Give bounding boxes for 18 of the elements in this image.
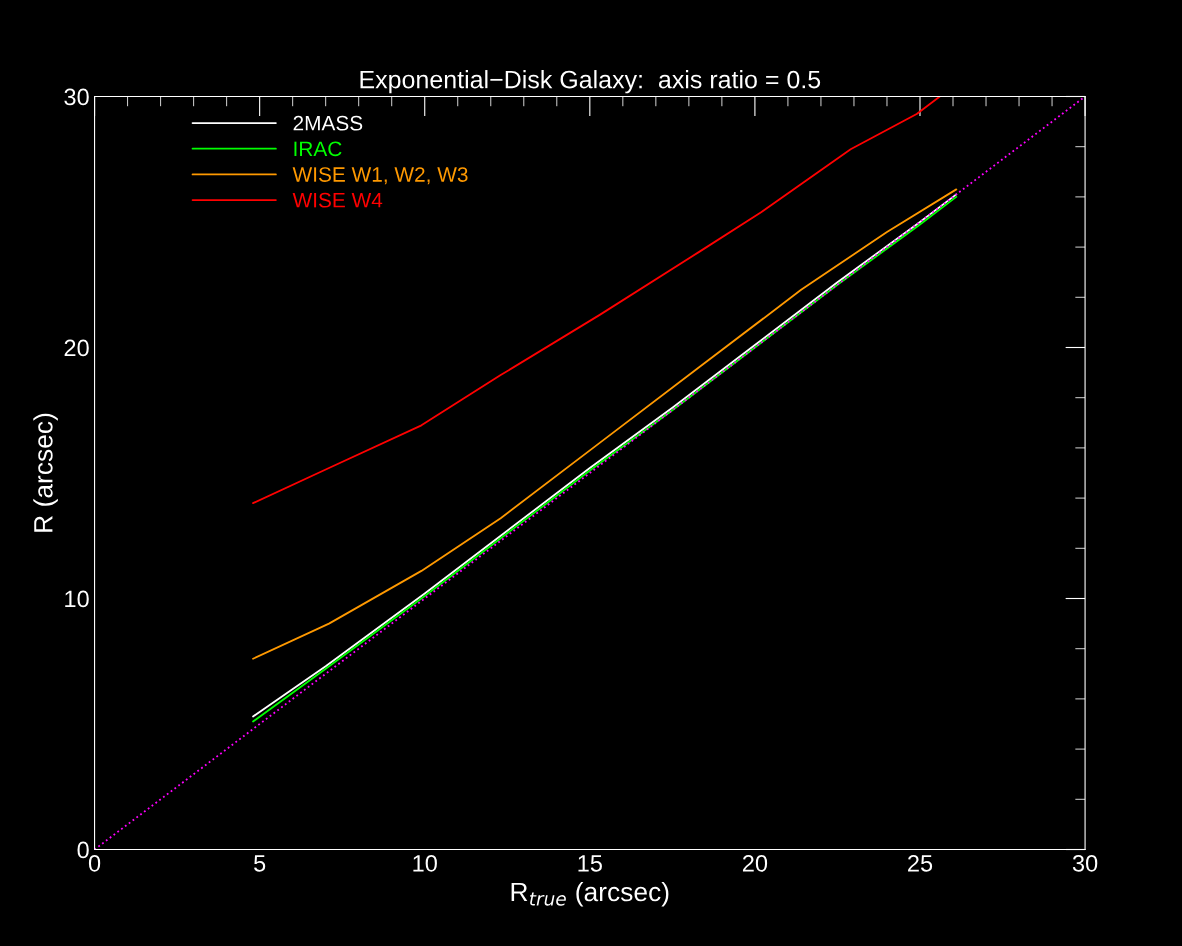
x-tick-label: 0 [88, 854, 101, 872]
x-tick-label: 15 [578, 855, 602, 872]
x-tick-label: 25 [908, 854, 933, 872]
y-tick-label: 0 [77, 841, 89, 859]
y-tick-label: 30 [64, 88, 89, 106]
y-tick-label: 10 [65, 590, 89, 608]
legend-label: WISE W1, W2, W3 [292, 167, 468, 185]
legend-label: IRAC [294, 141, 342, 157]
x-axis-title: R$_{true}$ (arcsec) [511, 881, 669, 907]
chart-title: Exponential−Disk Galaxy: axis ratio = 0.5 [360, 70, 821, 94]
legend-label: 2MASS [293, 115, 363, 131]
x-tick-label: 30 [1072, 854, 1098, 872]
y-axis-title: R (arcsec) [33, 413, 58, 532]
legend-label: WISE W4 [292, 192, 383, 208]
x-tick-label: 20 [742, 854, 768, 872]
x-tick-label: 5 [254, 855, 266, 872]
x-tick-label: 10 [413, 854, 437, 872]
y-tick-label: 20 [64, 339, 89, 357]
